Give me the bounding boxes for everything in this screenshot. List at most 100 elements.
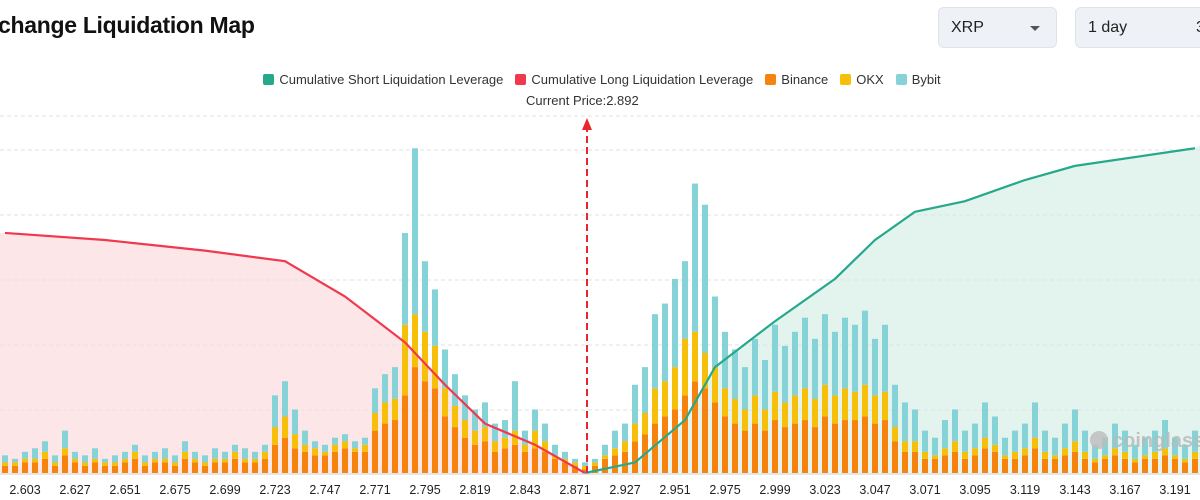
bar-bybit [632,384,638,424]
bar-bybit [832,331,838,396]
bar-bybit [1032,402,1038,438]
bar-binance [792,423,798,473]
bar-binance [112,465,118,473]
bar-okx [672,367,678,410]
bar-bybit [432,289,438,346]
bar-okx [882,391,888,421]
coin-select[interactable]: XRP [938,7,1057,48]
bar-bybit [1072,409,1078,442]
bar-binance [502,448,508,473]
bar-okx [492,441,498,452]
bar-binance [772,420,778,473]
bar-okx [592,462,598,466]
bar-bybit [152,451,158,459]
bar-okx [542,441,548,452]
bar-okx [122,458,128,463]
bar-bybit [92,448,98,459]
bar-okx [192,458,198,463]
x-tick-label: 2.795 [409,483,440,497]
bar-okx [72,458,78,463]
x-tick-label: 3.119 [1010,483,1040,497]
legend-item-okx[interactable]: OKX [840,72,884,87]
bar-binance [462,437,468,473]
bar-okx [502,437,508,449]
bar-binance [322,455,328,473]
bar-binance [882,420,888,473]
bar-bybit [1012,430,1018,452]
bar-okx [1102,455,1108,459]
current-price-label: Current Price:2.892 [526,93,639,108]
legend-item-short[interactable]: Cumulative Short Liquidation Leverage [263,72,503,87]
bar-binance [1032,448,1038,473]
bar-bybit [512,381,518,431]
period-select[interactable]: 1 day 3 [1075,7,1200,48]
bar-bybit [1152,430,1158,452]
bar-binance [302,451,308,473]
bar-bybit [1172,437,1178,456]
legend-item-long[interactable]: Cumulative Long Liquidation Leverage [515,72,753,87]
bar-bybit [402,232,408,325]
bar-bybit [572,458,578,463]
bar-binance [972,455,978,473]
bar-binance [652,423,658,473]
bar-binance [242,462,248,473]
bar-okx [332,444,338,452]
bar-binance [992,451,998,473]
bar-okx [212,458,218,463]
legend-item-bybit[interactable]: Bybit [895,72,941,87]
bar-bybit [12,458,18,463]
x-tick-label: 3.143 [1059,483,1090,497]
bar-binance [1092,462,1098,473]
x-tick-label: 2.999 [759,483,790,497]
bar-okx [152,458,158,463]
current-price-arrow-icon [582,118,592,130]
bar-bybit [112,455,118,463]
x-tick-label: 2.699 [209,483,240,497]
bar-bybit [232,444,238,452]
long-cumulative-line [4,231,586,474]
bar-okx [962,451,968,459]
bar-binance [1052,458,1058,473]
bar-binance [782,427,788,473]
bar-okx [512,430,518,445]
bar-binance [742,430,748,473]
bar-okx [472,430,478,445]
bar-okx [252,458,258,463]
bar-bybit [612,430,618,449]
bar-okx [522,444,528,452]
bar-bybit [442,349,448,389]
bar-okx [1152,451,1158,459]
bar-okx [1022,448,1028,456]
bar-binance [1162,455,1168,473]
coinglass-logo-icon [1090,431,1108,449]
x-tick-label: 3.191 [1159,483,1190,497]
bar-okx [372,412,378,431]
bar-okx [182,451,188,459]
legend-item-binance[interactable]: Binance [765,72,828,87]
bar-binance [162,462,168,473]
bar-okx [792,395,798,424]
bar-okx [12,462,18,466]
bar-okx [782,402,788,428]
bar-okx [732,398,738,424]
bar-okx [872,395,878,424]
bar-binance [512,444,518,473]
bar-bybit [912,409,918,442]
bar-okx [1062,448,1068,456]
bar-okx [352,448,358,452]
bar-binance [82,465,88,473]
bar-binance [342,448,348,473]
bar-bybit [842,317,848,389]
bar-binance [272,444,278,473]
bar-binance [152,462,158,473]
bar-bybit [852,324,858,392]
bar-okx [1012,451,1018,459]
bar-binance [122,462,128,473]
bar-okx [1052,455,1058,459]
bar-bybit [562,451,568,459]
bar-okx [702,352,708,389]
bar-okx [42,451,48,459]
bar-okx [202,462,208,466]
bar-okx [662,381,668,417]
